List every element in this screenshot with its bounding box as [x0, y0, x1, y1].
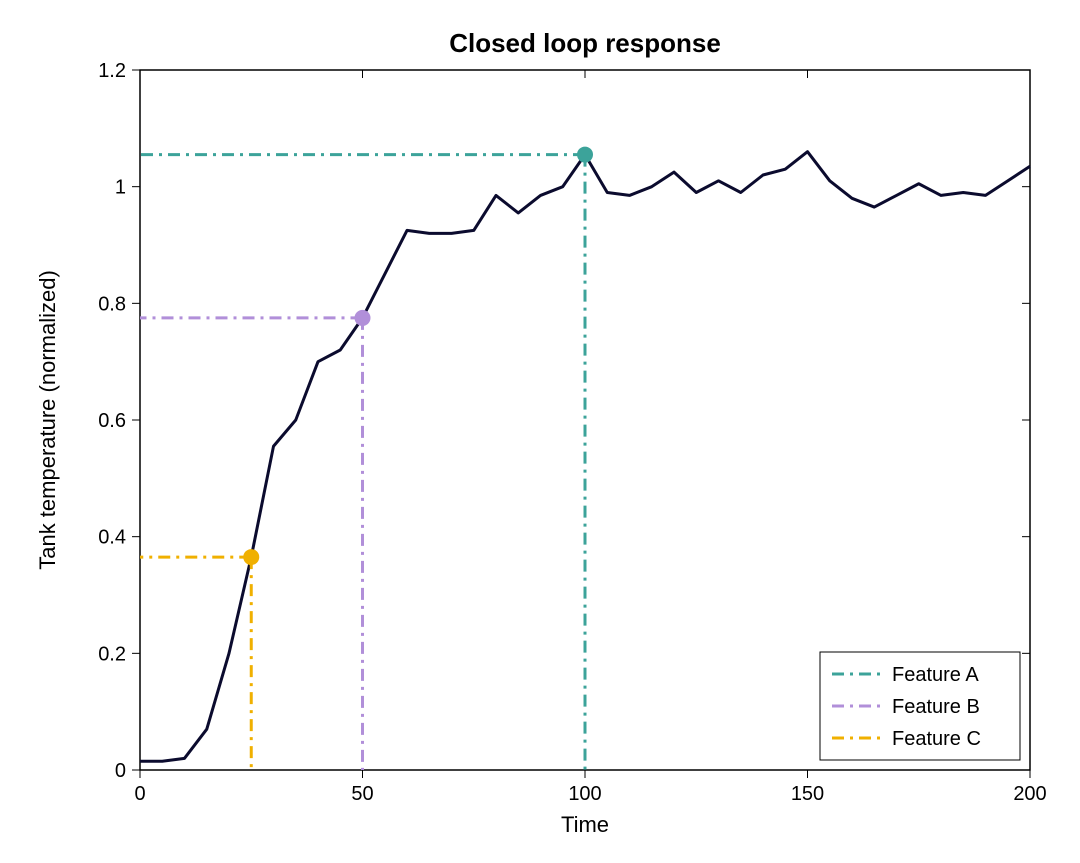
x-tick-label: 0 — [134, 783, 145, 805]
legend-label: Feature A — [892, 664, 979, 686]
feature-marker — [355, 310, 371, 326]
y-tick-label: 0.4 — [98, 527, 126, 549]
x-axis-label: Time — [561, 812, 609, 837]
legend-label: Feature B — [892, 696, 980, 718]
feature-marker — [243, 549, 259, 565]
y-axis-label: Tank temperature (normalized) — [35, 270, 60, 570]
x-tick-label: 150 — [791, 783, 824, 805]
y-tick-label: 1.2 — [98, 60, 126, 82]
x-tick-label: 50 — [351, 783, 373, 805]
y-tick-label: 0.2 — [98, 643, 126, 665]
y-tick-label: 1 — [115, 177, 126, 199]
y-tick-label: 0.8 — [98, 293, 126, 315]
y-tick-label: 0 — [115, 760, 126, 782]
feature-marker — [577, 147, 593, 163]
x-tick-label: 100 — [568, 783, 601, 805]
chart-title: Closed loop response — [449, 28, 721, 58]
chart-svg: 0 50 100 150 200 0 0.2 0.4 0.6 0.8 1 1.2 Closed loop… — [0, 0, 1080, 863]
y-tick-label: 0.6 — [98, 410, 126, 432]
legend-label: Feature C — [892, 728, 981, 750]
chart-container: 0 50 100 150 200 0 0.2 0.4 0.6 0.8 1 1.2 Closed loop… — [0, 0, 1080, 863]
x-tick-label: 200 — [1013, 783, 1046, 805]
